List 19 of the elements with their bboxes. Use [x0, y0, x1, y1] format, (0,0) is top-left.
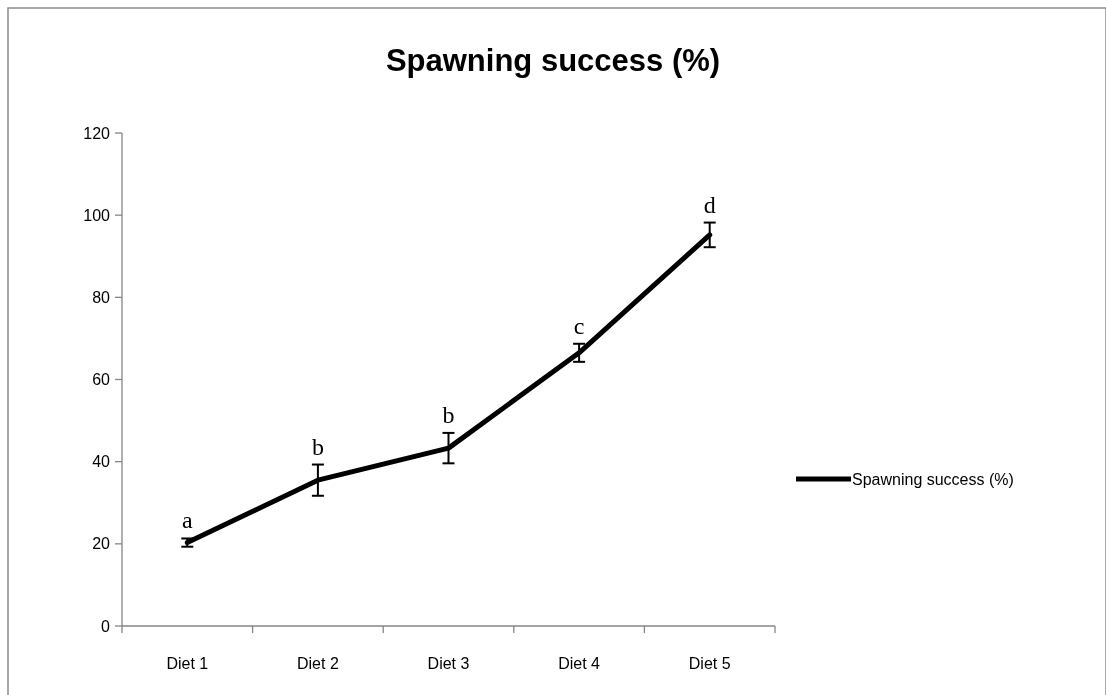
y-tick-label: 100 [83, 206, 111, 224]
x-tick-label: Diet 2 [297, 655, 339, 672]
y-tick-label: 120 [83, 124, 111, 142]
y-tick-label: 0 [101, 617, 111, 635]
y-tick-label: 80 [92, 288, 111, 306]
x-tick-label: Diet 5 [688, 655, 731, 672]
annotation: a [181, 507, 193, 534]
y-tick-label: 20 [92, 535, 111, 553]
legend-label: Spawning success (%) [852, 470, 1014, 488]
annotation: c [573, 312, 585, 339]
annotation: d [703, 191, 716, 218]
chart-title: Spawning success (%) [385, 43, 721, 78]
x-tick-label: Diet 1 [166, 655, 209, 672]
y-tick-label: 60 [92, 371, 111, 389]
x-tick-label: Diet 4 [558, 655, 601, 672]
annotation: b [311, 433, 324, 460]
y-tick-label: 40 [92, 453, 111, 471]
annotation: b [442, 401, 455, 428]
x-tick-label: Diet 3 [427, 655, 470, 672]
